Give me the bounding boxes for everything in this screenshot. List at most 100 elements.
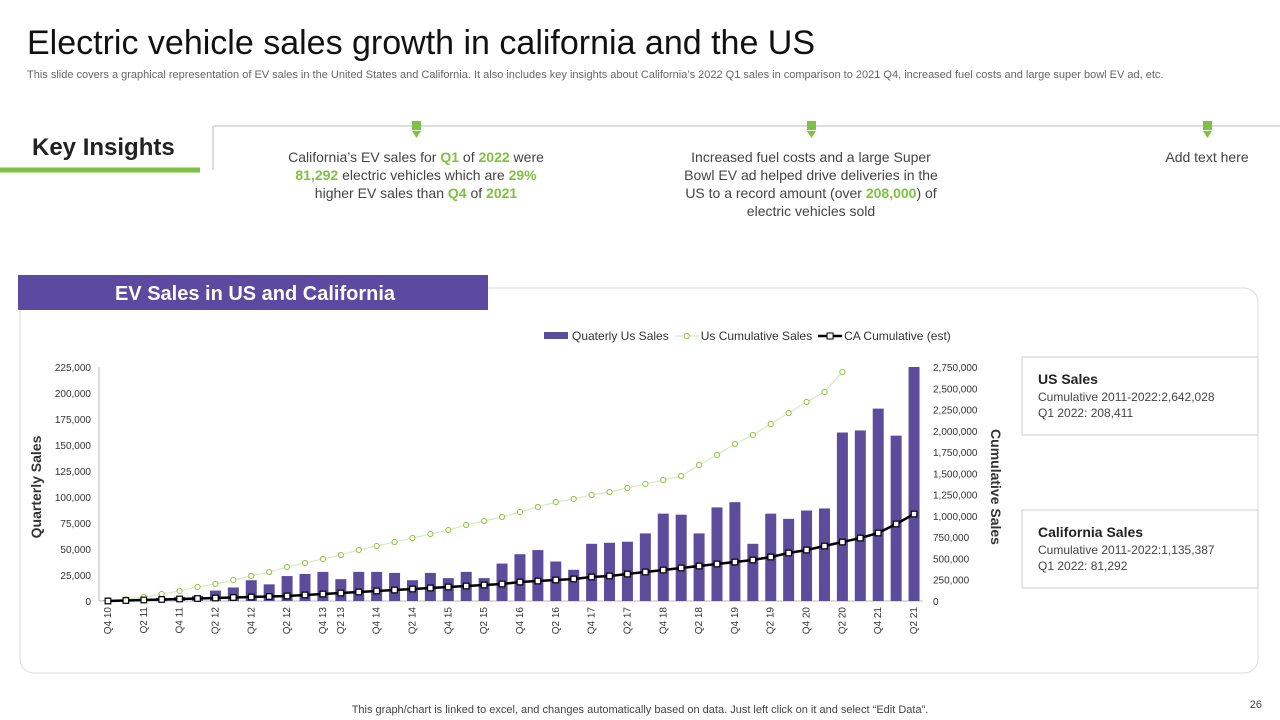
insight-segment: Q1 bbox=[440, 149, 460, 165]
line-marker bbox=[767, 553, 775, 561]
line-marker bbox=[624, 484, 631, 492]
line-marker bbox=[409, 585, 416, 593]
y2-tick-label: 2,250,000 bbox=[933, 406, 978, 417]
pin bbox=[807, 121, 816, 130]
line-marker bbox=[749, 556, 757, 564]
y-tick-label: 75,000 bbox=[60, 519, 91, 530]
legend-swatch bbox=[544, 332, 568, 339]
line-marker bbox=[606, 488, 613, 496]
bar bbox=[818, 508, 830, 601]
line-marker bbox=[212, 594, 219, 602]
line-marker bbox=[677, 564, 685, 572]
line-marker bbox=[409, 534, 416, 542]
y-axis-title: Quarterly Sales bbox=[28, 435, 44, 538]
line-marker bbox=[230, 576, 237, 584]
x-tick-label: Q4 15 bbox=[443, 607, 454, 635]
line-marker bbox=[678, 472, 685, 480]
bar bbox=[783, 518, 795, 601]
line-marker bbox=[481, 517, 488, 525]
line-marker bbox=[642, 480, 649, 488]
line-marker bbox=[229, 594, 237, 601]
insight-text: California’s EV sales for Q1 of 2022 wer… bbox=[281, 148, 551, 202]
bar bbox=[639, 533, 651, 601]
line-marker bbox=[588, 491, 595, 499]
timeline-pins bbox=[412, 121, 1212, 138]
line-marker bbox=[463, 521, 470, 529]
line-marker bbox=[462, 582, 470, 590]
key-insights-heading: Key Insights bbox=[32, 134, 175, 161]
chart-panel-title: EV Sales in US and California bbox=[115, 283, 396, 305]
line-marker bbox=[104, 597, 112, 605]
line-marker bbox=[283, 592, 291, 600]
line-marker bbox=[391, 586, 398, 594]
insight-segment: 2021 bbox=[486, 185, 518, 201]
line-marker bbox=[785, 409, 792, 417]
bar bbox=[729, 502, 741, 601]
line-marker bbox=[534, 503, 541, 511]
line-marker bbox=[140, 596, 148, 604]
line-marker bbox=[839, 368, 846, 376]
bar bbox=[908, 367, 920, 601]
y2-tick-label: 500,000 bbox=[933, 554, 970, 565]
y-tick-label: 150,000 bbox=[55, 441, 92, 452]
line-marker bbox=[301, 559, 309, 567]
bar bbox=[675, 514, 687, 601]
y-tick-label: 200,000 bbox=[55, 389, 92, 400]
line-marker bbox=[570, 495, 577, 503]
insight-segment: Add text here bbox=[1165, 149, 1249, 165]
x-tick-label: Q2 15 bbox=[479, 607, 490, 635]
line-marker bbox=[480, 581, 488, 589]
line-series bbox=[107, 512, 915, 603]
x-tick-label: Q2 11 bbox=[139, 607, 150, 634]
pin bbox=[1203, 121, 1212, 130]
line-marker bbox=[283, 563, 291, 571]
insight-segment: electric vehicles which are bbox=[338, 167, 509, 183]
line-marker bbox=[856, 534, 864, 542]
line-marker bbox=[821, 388, 828, 396]
line-marker bbox=[731, 558, 739, 566]
insight-segment: 2022 bbox=[478, 149, 510, 165]
legend-label: Quaterly Us Sales bbox=[572, 329, 669, 343]
line-marker bbox=[122, 597, 130, 604]
x-tick-label: Q4 12 bbox=[246, 607, 257, 635]
line-marker bbox=[516, 508, 524, 516]
summary-line: Q1 2022: 81,292 bbox=[1038, 559, 1128, 573]
bar bbox=[532, 550, 544, 601]
line-marker bbox=[910, 510, 918, 518]
line-marker bbox=[659, 566, 667, 574]
legend-swatch bbox=[826, 332, 834, 340]
legend-label: Us Cumulative Sales bbox=[701, 329, 812, 343]
line-marker bbox=[319, 555, 327, 563]
bar bbox=[514, 554, 526, 601]
bar bbox=[854, 430, 866, 601]
line-marker bbox=[194, 595, 201, 602]
x-tick-label: Q4 14 bbox=[372, 607, 383, 635]
pin bbox=[1203, 131, 1212, 138]
line-marker bbox=[534, 577, 542, 585]
bar bbox=[317, 571, 329, 601]
x-tick-label: Q4 19 bbox=[730, 607, 741, 635]
line-marker bbox=[838, 538, 846, 546]
x-tick-label: Q4 21 bbox=[873, 607, 884, 635]
x-tick-label: Q2 20 bbox=[837, 607, 848, 635]
x-tick-label: Q2 17 bbox=[622, 607, 633, 635]
line-marker bbox=[158, 596, 166, 603]
legend-swatch bbox=[683, 332, 690, 340]
x-tick-label: Q4 13 bbox=[318, 607, 329, 635]
insight-text: Increased fuel costs and a large Super B… bbox=[676, 148, 946, 220]
line-marker bbox=[785, 549, 793, 557]
line-marker bbox=[176, 595, 184, 603]
line-marker bbox=[247, 593, 255, 601]
line-marker bbox=[194, 583, 201, 591]
summary-box bbox=[1021, 356, 1259, 436]
line-marker bbox=[319, 590, 327, 598]
x-tick-label: Q2 19 bbox=[766, 607, 777, 635]
line-marker bbox=[355, 588, 363, 596]
line-marker bbox=[821, 542, 828, 550]
line-marker bbox=[713, 451, 721, 459]
insight-segment: 208,000 bbox=[865, 185, 917, 201]
y2-tick-label: 2,500,000 bbox=[933, 384, 978, 395]
line-marker bbox=[892, 520, 900, 528]
line-marker bbox=[445, 526, 452, 534]
